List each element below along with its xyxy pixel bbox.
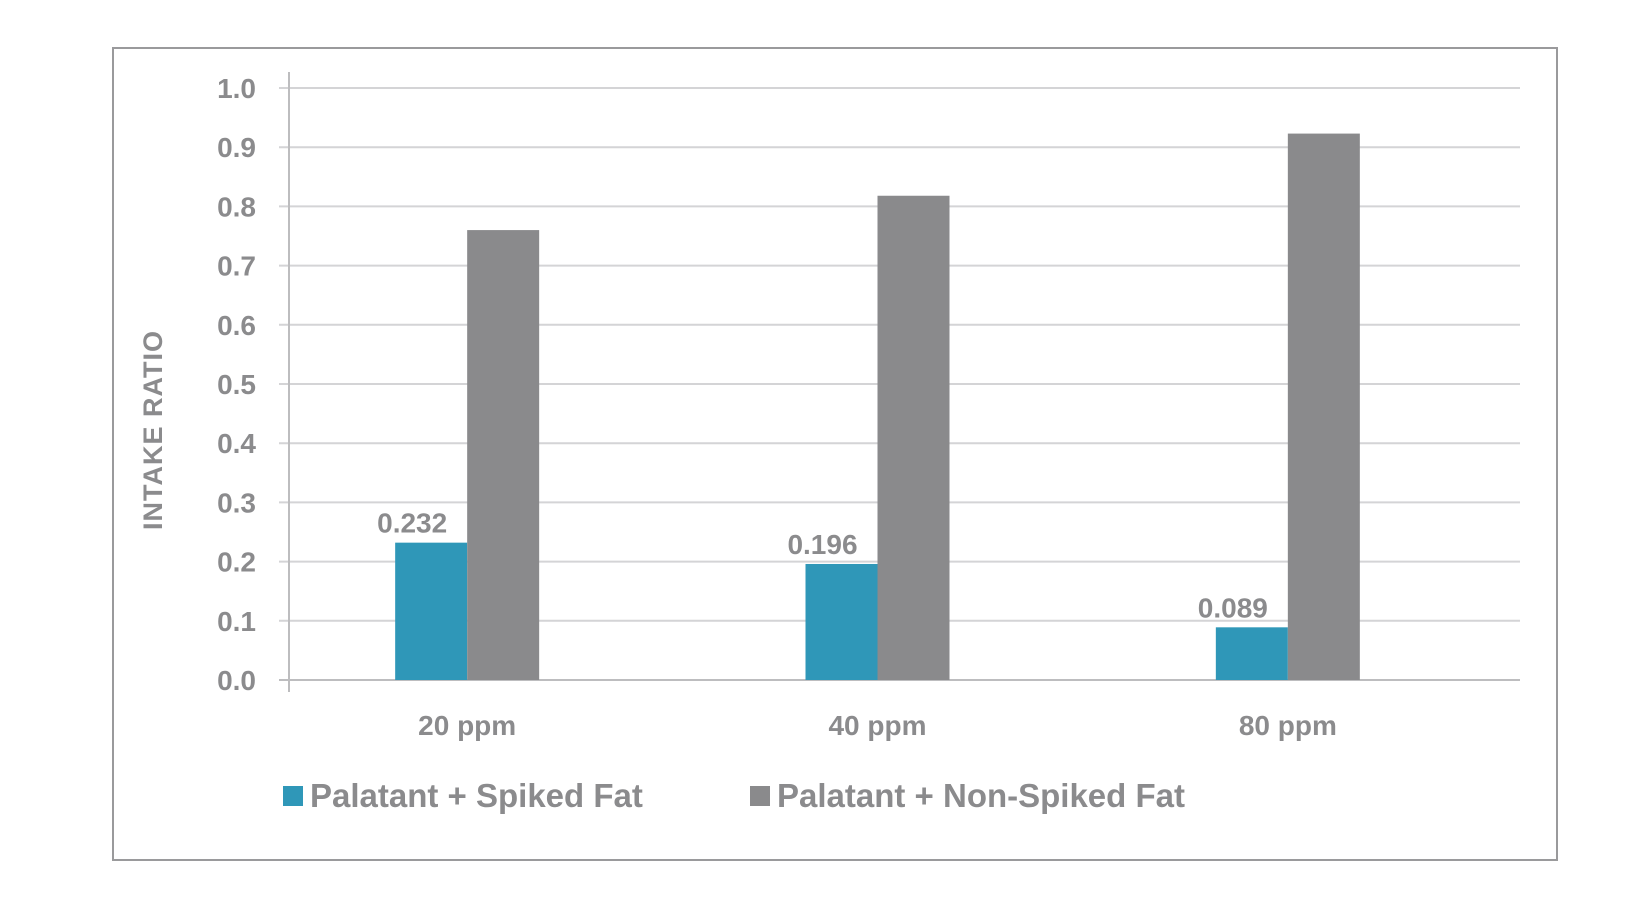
y-tick-label: 1.0 <box>217 73 256 104</box>
bar-non-spiked-2 <box>1287 133 1360 681</box>
legend-swatch-0 <box>283 786 303 806</box>
legend: Palatant + Spiked Fat Palatant + Non-Spik… <box>283 777 1185 814</box>
legend-swatch-1 <box>750 786 770 806</box>
legend-label: Palatant + Spiked Fat <box>310 777 643 814</box>
y-tick-label: 0.0 <box>217 665 256 696</box>
y-axis-title: INTAKE RATIO <box>138 330 168 530</box>
y-tick-label: 0.6 <box>217 310 256 341</box>
bar-spiked-0 <box>395 542 468 680</box>
x-category-label: 40 ppm <box>828 710 926 741</box>
y-tick-label: 0.4 <box>217 428 256 459</box>
y-tick-label: 0.2 <box>217 547 256 578</box>
y-tick-label: 0.5 <box>217 369 256 400</box>
y-tick-label: 0.3 <box>217 487 256 518</box>
bar-non-spiked-1 <box>877 195 950 680</box>
data-label: 0.089 <box>1198 592 1268 623</box>
y-axis-ticks: 0.0 0.1 0.2 0.3 0.4 0.5 0.6 0.7 0.8 0.9 1.0 <box>217 73 256 696</box>
data-label: 0.196 <box>787 529 857 560</box>
bars <box>395 133 1360 681</box>
x-axis-categories: 20 ppm 40 ppm 80 ppm <box>418 710 1337 741</box>
bar-non-spiked-0 <box>467 230 540 680</box>
data-label: 0.232 <box>377 508 447 539</box>
bar-spiked-1 <box>805 563 878 680</box>
data-labels: 0.232 0.196 0.089 <box>377 508 1268 624</box>
bar-spiked-2 <box>1215 627 1288 680</box>
y-tick-label: 0.9 <box>217 132 256 163</box>
x-category-label: 80 ppm <box>1239 710 1337 741</box>
y-tick-label: 0.8 <box>217 191 256 222</box>
legend-label: Palatant + Non-Spiked Fat <box>777 777 1185 814</box>
x-category-label: 20 ppm <box>418 710 516 741</box>
y-tick-label: 0.1 <box>217 606 256 637</box>
y-tick-label: 0.7 <box>217 251 256 282</box>
